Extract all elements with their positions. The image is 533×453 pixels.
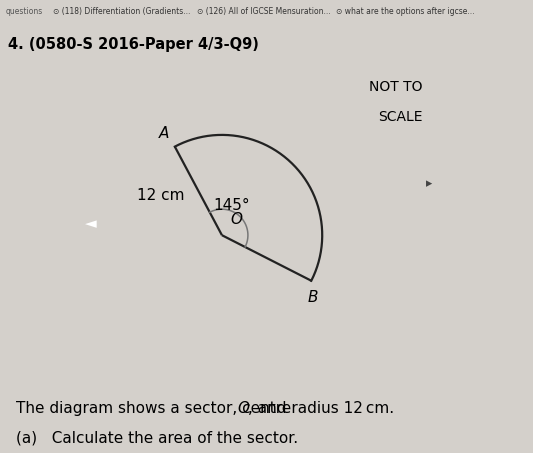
- Text: questions: questions: [5, 7, 43, 16]
- Text: O: O: [230, 212, 242, 227]
- Text: ▸: ▸: [426, 177, 432, 190]
- Text: SCALE: SCALE: [378, 110, 423, 124]
- Text: 12 cm: 12 cm: [138, 188, 185, 203]
- Text: ⊙ (126) All of IGCSE Mensuration...: ⊙ (126) All of IGCSE Mensuration...: [197, 7, 331, 16]
- Text: A: A: [159, 126, 169, 141]
- Text: ◄: ◄: [85, 217, 96, 231]
- Text: 4. (0580-S 2016-Paper 4/3-Q9): 4. (0580-S 2016-Paper 4/3-Q9): [8, 37, 259, 52]
- Text: O: O: [237, 401, 249, 416]
- Text: (a)   Calculate the area of the sector.: (a) Calculate the area of the sector.: [16, 431, 298, 446]
- Text: B: B: [308, 290, 318, 305]
- Text: The diagram shows a sector, centre: The diagram shows a sector, centre: [16, 401, 296, 416]
- Text: 145°: 145°: [213, 198, 249, 213]
- Text: , and radius 12 cm.: , and radius 12 cm.: [248, 401, 394, 416]
- Text: NOT TO: NOT TO: [369, 80, 423, 94]
- Text: ⊙ what are the options after igcse...: ⊙ what are the options after igcse...: [336, 7, 474, 16]
- Text: ⊙ (118) Differentiation (Gradients...: ⊙ (118) Differentiation (Gradients...: [53, 7, 191, 16]
